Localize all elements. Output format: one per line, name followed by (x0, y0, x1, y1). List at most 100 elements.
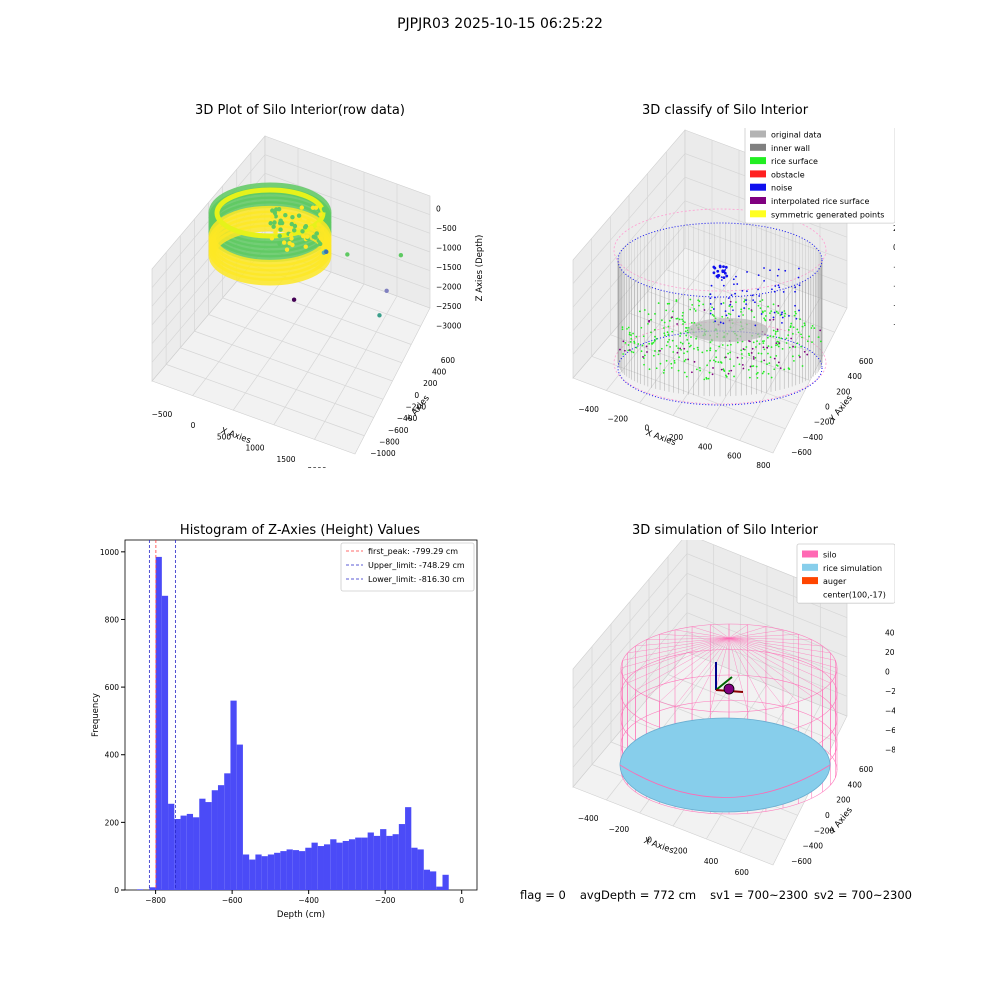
z-tick-label: −600 (885, 726, 895, 735)
x-tick-label: 200 (673, 846, 688, 855)
x-tick-label: −200 (609, 825, 630, 834)
data-point (316, 222, 321, 227)
rice-surface-point (760, 352, 763, 355)
rice-surface-point (777, 304, 780, 307)
data-point (270, 214, 275, 220)
silo-roof-wire (728, 637, 831, 684)
histogram-bar (442, 874, 449, 890)
chart-2-title: 3D classify of Silo Interior (641, 103, 809, 118)
noise-point (710, 284, 713, 287)
histogram-bar (305, 847, 312, 890)
rice-surface-point (697, 348, 699, 351)
noise-point (776, 274, 779, 277)
rice-surface-point (695, 368, 698, 371)
data-point (283, 213, 288, 218)
rice-surface-point (742, 367, 745, 370)
rice-surface-point (627, 326, 630, 329)
rice-surface-point (774, 330, 777, 333)
rice-surface-point (750, 310, 753, 313)
silo-roof-wire (646, 637, 730, 640)
rice-surface-point (772, 303, 775, 306)
data-points (214, 187, 326, 239)
noise-point (722, 322, 725, 325)
rice-surface-point (761, 372, 764, 375)
rice-surface-point (632, 332, 635, 335)
noise-point (788, 314, 790, 317)
histogram-bar (317, 846, 324, 890)
sv1-text: sv1 = 700~2300 (710, 888, 809, 902)
grid-line (166, 364, 365, 437)
rice-surface-point (785, 342, 788, 344)
rice-surface-point (703, 309, 706, 311)
rice-surface-point (755, 373, 758, 375)
rice-surface-point (630, 337, 633, 340)
outlier-point (377, 313, 382, 318)
rice-surface-point (680, 348, 683, 351)
data-point (318, 241, 323, 247)
z-tick-label: 0 (436, 204, 441, 213)
histogram-bar (392, 834, 399, 890)
rice-surface-point (751, 347, 754, 350)
grid-line (194, 330, 384, 400)
rice-surface-point (778, 336, 780, 339)
rice-surface-point (776, 328, 779, 331)
z-tick-label: −400 (885, 707, 895, 716)
rice-surface-point (769, 319, 771, 321)
rice-surface-point (783, 310, 786, 312)
rice-surface-point (668, 338, 671, 341)
histogram-bar (411, 847, 418, 890)
data-point (274, 207, 279, 212)
rice-surface-point (748, 307, 750, 310)
noise-point (781, 311, 783, 314)
rice-surface-point (767, 345, 770, 348)
rice-surface-point (784, 312, 787, 315)
y-tick-label: 0 (825, 403, 830, 412)
rice-surface-point (621, 326, 624, 329)
rice-surface-point (669, 345, 672, 348)
silo-roof-wire (728, 634, 799, 639)
rice-surface-point (769, 312, 771, 315)
silo-roof-wire (710, 624, 730, 639)
y-tick-label: 400 (105, 751, 120, 760)
depth-histogram: −800 −600 −400 −200 0 0 200 400 600 800 1000 Depth … (91, 539, 478, 920)
rice-surface-point (670, 362, 673, 365)
noise-point (774, 285, 777, 287)
data-point (321, 206, 327, 212)
silo-roof-wire (627, 637, 730, 684)
data-point (300, 234, 306, 239)
rice-surface-point (647, 322, 649, 325)
rice-surface-point (640, 350, 643, 353)
noise-point (771, 288, 773, 291)
rice-surface-point (761, 299, 764, 301)
rice-surface-point (619, 348, 621, 351)
rice-surface-point (776, 340, 779, 343)
outlier-point (324, 249, 329, 255)
data-point (313, 235, 318, 240)
histogram-bar (211, 790, 218, 890)
rice-surface-point (657, 302, 660, 305)
histogram-bar (193, 817, 200, 890)
rice-surface-point (665, 359, 668, 362)
noise-point (722, 276, 726, 280)
rice-surface-point (767, 352, 769, 355)
rice-surface-point (682, 323, 684, 325)
rice-surface-point (748, 354, 751, 357)
rice-surface-point (685, 334, 688, 337)
rice-surface-point (678, 356, 680, 359)
rice-surface-point (808, 335, 810, 338)
z-tick-label: −200 (893, 262, 895, 271)
rice-surface-point (643, 363, 645, 366)
histogram-bar (348, 839, 356, 890)
rice-surface-point (740, 349, 743, 352)
noise-point (725, 274, 729, 278)
rice-surface-point (743, 300, 746, 303)
silo-roof-wire (710, 637, 730, 712)
noise-point (730, 294, 733, 297)
silo-roof-wire (627, 637, 730, 654)
data-point (300, 229, 305, 234)
rice-surface-point (682, 311, 684, 314)
noise-point (724, 268, 727, 271)
data-point (289, 236, 294, 241)
noise-point (735, 275, 737, 278)
rice-surface-point (682, 320, 685, 323)
